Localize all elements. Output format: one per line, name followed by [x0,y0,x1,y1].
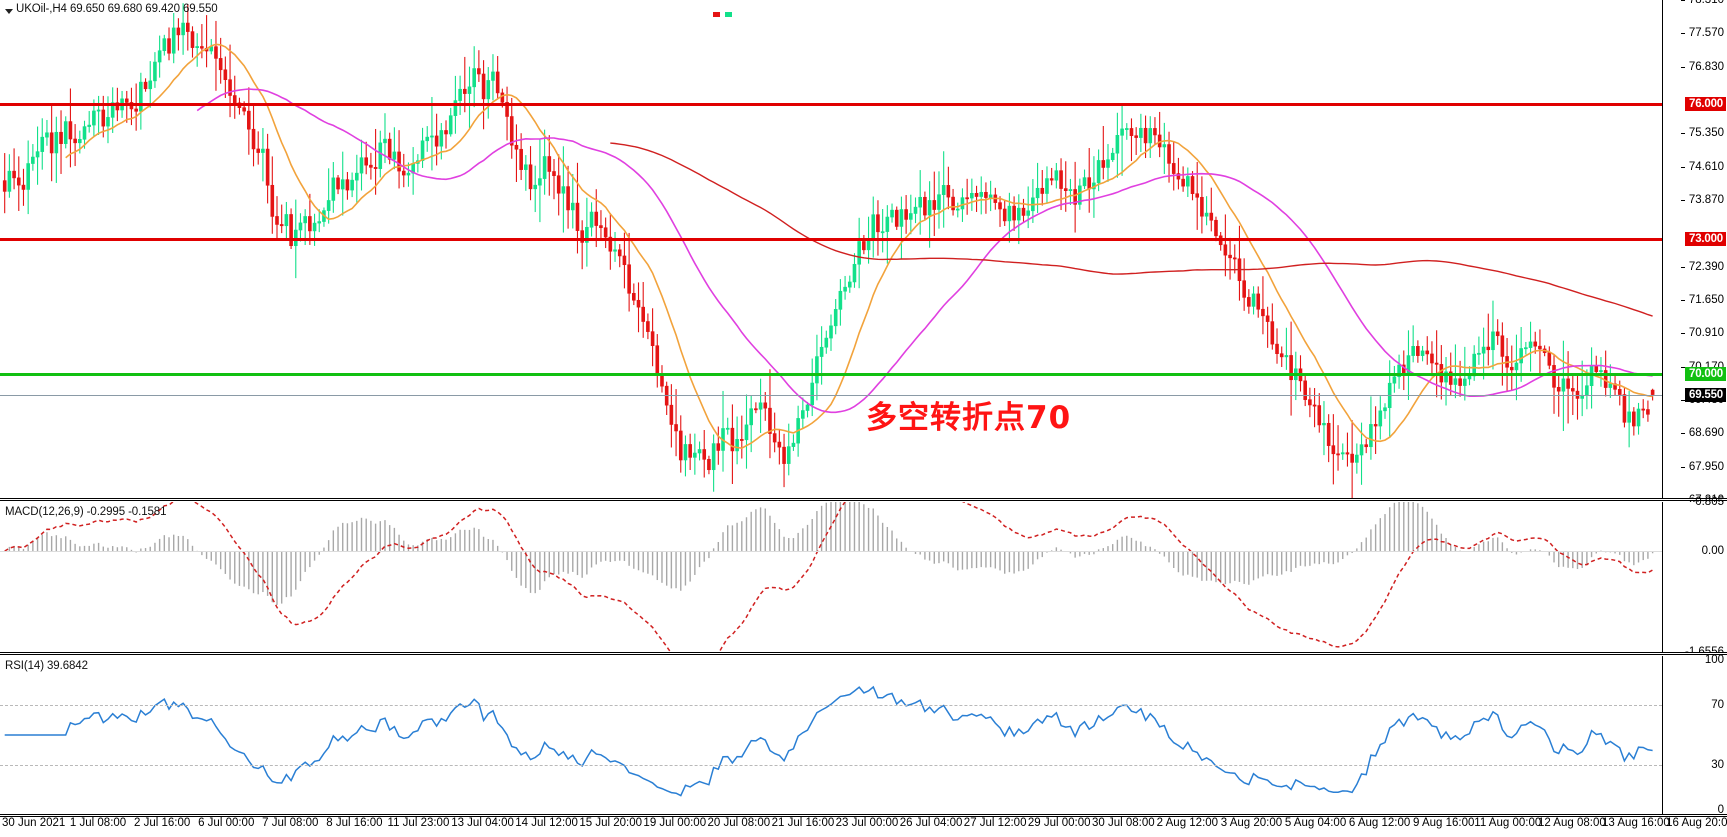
rsi-band-line [0,705,1662,706]
axis-tick: 100 [1704,654,1724,666]
axis-tick: 71.650 [1680,294,1724,306]
axis-tick: 70.910 [1680,327,1724,340]
time-axis-label: 2 Aug 12:00 [1156,817,1219,829]
bull-legend-swatch [725,12,732,17]
macd-series [4,502,1654,652]
bear-legend-swatch [713,12,720,17]
pane-separator-1 [0,498,1727,501]
resistance-line-76 [0,103,1662,107]
axis-tick: 74.610 [1680,160,1724,173]
resistance-76-tag: 76.000 [1685,97,1726,112]
axis-tick: 30 [1711,759,1724,771]
support-line-70 [0,373,1662,377]
time-axis-label: 29 Jul 00:00 [1027,817,1091,829]
time-axis-label: 5 Aug 04:00 [1284,817,1347,829]
time-axis-label: 15 Jul 20:00 [579,817,643,829]
time-axis-label: 20 Jul 08:00 [707,817,771,829]
time-axis-label: 30 Jul 08:00 [1091,817,1155,829]
macd-pane[interactable]: MACD(12,26,9) -0.2995 -0.1581 0.8050.00-… [0,496,1727,658]
rsi-plot-area[interactable] [0,656,1662,814]
rsi-pane[interactable]: RSI(14) 39.6842 100 70 30 0 [0,654,1727,816]
macd-zero-line [0,551,1662,553]
rsi-band-line [0,765,1662,766]
axis-tick: 0 [1717,804,1724,816]
chart-annotation-text: 多空转折点70 [866,400,1072,436]
time-axis-label: 6 Aug 12:00 [1348,817,1411,829]
symbol-header-label: UKOil-,H4 69.650 69.680 69.420 69.550 [16,3,218,15]
axis-tick: 0.00 [1701,545,1724,558]
last-price-tag: 69.550 [1685,387,1726,402]
macd-label: MACD(12,26,9) -0.2995 -0.1581 [5,506,167,518]
rsi-series [4,685,1653,797]
rsi-label: RSI(14) 39.6842 [5,660,88,672]
axis-tick: 67.950 [1680,460,1724,473]
rsi-axis[interactable]: 100 70 30 0 [1662,654,1727,816]
time-axis-label: 19 Jul 00:00 [643,817,707,829]
pane-separator-2 [0,652,1727,655]
time-axis-label: 14 Jul 12:00 [515,817,578,829]
price-candles [2,3,1655,500]
time-axis-label: 30 Jun 2021 [2,817,66,829]
time-axis-label: 13 Jul 04:00 [451,817,514,829]
price-pane[interactable]: UKOil-,H4 69.650 69.680 69.420 69.550 78… [0,0,1727,506]
axis-tick: 73.870 [1680,194,1724,206]
time-axis-label: 13 Aug 16:00 [1602,817,1670,829]
resistance-line-73 [0,238,1662,242]
resistance-73-tag: 73.000 [1685,232,1726,247]
time-axis-label: 8 Jul 16:00 [326,817,383,829]
price-plot-area[interactable] [0,0,1662,500]
axis-tick: 0.805 [1695,496,1724,508]
triangle-down-icon[interactable] [5,9,13,14]
time-axis-label: 1 Jul 08:00 [69,817,127,829]
time-axis-label: 12 Aug 08:00 [1537,817,1606,829]
time-axis-label: 26 Jul 04:00 [899,817,963,829]
axis-tick: 72.390 [1680,260,1724,273]
axis-tick: 68.690 [1680,427,1724,440]
time-axis-label: 2 Jul 16:00 [134,817,191,829]
time-axis-label: 27 Jul 12:00 [963,817,1027,829]
time-axis-label: 11 Jul 23:00 [387,817,450,829]
time-axis-label: 9 Aug 16:00 [1412,817,1475,829]
time-axis[interactable]: 30 Jun 2021 1 Jul 08:00 2 Jul 16:00 6 Jul 0… [0,817,1727,837]
time-axis-label: 3 Aug 20:00 [1220,817,1283,829]
axis-tick: 70 [1711,699,1724,711]
time-axis-label: 23 Jul 00:00 [835,817,899,829]
macd-plot-area[interactable] [0,502,1662,652]
price-axis[interactable]: 78.310 77.570 76.830 75.350 74.610 73.870 72.3… [1662,0,1727,506]
time-axis-label: 16 Aug 20:00 [1666,817,1727,829]
axis-tick: 78.310 [1680,0,1724,6]
time-axis-label: 7 Jul 08:00 [262,817,319,829]
pane-separator-3 [0,814,1727,817]
last-price-line [0,394,1662,396]
time-axis-label: 6 Jul 00:00 [198,817,255,829]
axis-tick: 76.830 [1680,60,1724,73]
axis-tick: 77.570 [1680,27,1724,40]
time-axis-label: 21 Jul 16:00 [771,817,835,829]
axis-tick: 75.350 [1680,127,1724,140]
support-70-tag: 70.000 [1685,367,1726,382]
time-axis-label: 11 Aug 00:00 [1474,817,1542,829]
